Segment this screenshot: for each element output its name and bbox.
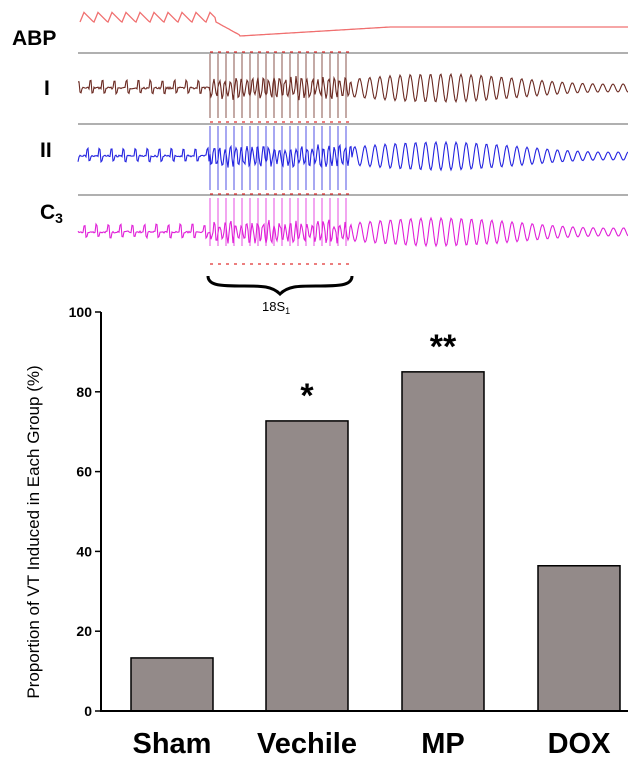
x-category-label: Sham [133, 728, 212, 757]
significance-marker: * [300, 377, 314, 415]
y-tick-label: 80 [76, 384, 92, 400]
x-category-label: MP [421, 728, 465, 757]
bar-vechile [265, 420, 349, 712]
x-axis-labels: Sham Vechile MP DOX [133, 728, 612, 757]
lead-ii-label: II [40, 139, 52, 162]
c3-label: C3 [40, 201, 63, 226]
y-tick-label: 60 [76, 464, 92, 480]
ecg-traces-panel: ABP I II C3 18S1 [12, 11, 628, 316]
stimulus-label-base: 18S [262, 299, 285, 314]
lead-ii-trace [77, 140, 628, 172]
x-category-label: Vechile [257, 728, 357, 757]
stimulus-markers [209, 51, 352, 265]
x-category-label: DOX [548, 728, 612, 757]
lead-i-label: I [44, 77, 50, 100]
bar-dox [537, 565, 621, 712]
stimulus-label-subscript: 1 [285, 306, 290, 316]
stimulus-label: 18S1 [262, 299, 290, 316]
y-tick-label: 20 [76, 623, 92, 639]
y-axis-ticks: 0 20 40 60 80 100 [69, 304, 101, 719]
bar-mp [401, 371, 485, 712]
bars: *** [130, 328, 621, 712]
bar-chart: Proportion of VT Induced in Each Group (… [24, 304, 628, 757]
c3-trace [77, 216, 628, 248]
y-tick-label: 100 [69, 304, 93, 320]
stimulus-brace [206, 275, 354, 297]
significance-marker: ** [430, 328, 457, 366]
lead-i-trace [78, 72, 628, 104]
bar-sham [130, 657, 214, 712]
y-tick-label: 40 [76, 543, 92, 559]
c3-label-subscript: 3 [55, 210, 63, 226]
y-axis-label: Proportion of VT Induced in Each Group (… [24, 365, 43, 698]
c3-label-base: C [40, 201, 55, 224]
abp-trace [79, 11, 628, 37]
abp-label: ABP [12, 27, 56, 50]
y-tick-label: 0 [84, 703, 92, 719]
